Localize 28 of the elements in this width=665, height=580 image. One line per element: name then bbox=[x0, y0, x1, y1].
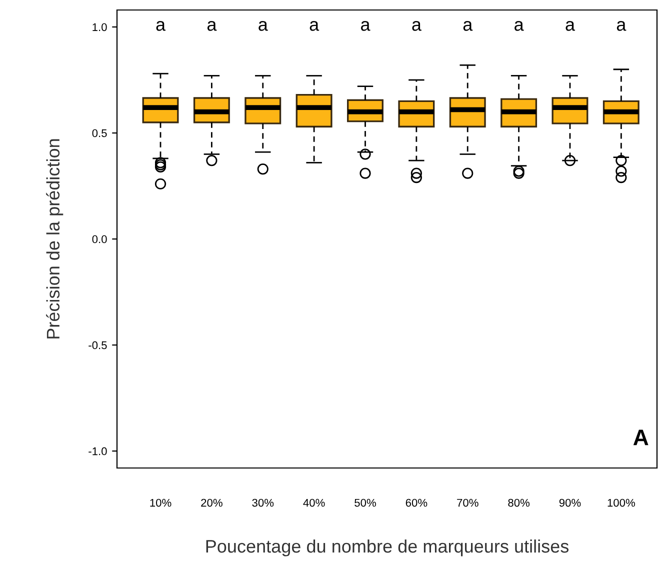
annotation: a bbox=[310, 20, 320, 31]
annotation: a bbox=[360, 20, 370, 31]
x-tick-label: 60% bbox=[406, 498, 428, 507]
y-tick-label: 1.0 bbox=[92, 23, 107, 32]
x-tick-label: 90% bbox=[559, 498, 581, 507]
annotation: a bbox=[156, 20, 166, 31]
x-tick-label: 20% bbox=[201, 498, 222, 507]
annotation: a bbox=[258, 20, 268, 31]
x-tick-label: 80% bbox=[508, 498, 530, 507]
x-tick-label: 70% bbox=[457, 498, 478, 507]
annotation: a bbox=[616, 20, 626, 31]
y-axis-title: Précision de la prédiction bbox=[46, 139, 64, 338]
annotation: a bbox=[514, 20, 524, 31]
y-tick-label: 0.0 bbox=[92, 235, 107, 244]
annotation: a bbox=[566, 20, 576, 31]
y-tick-label: -0.5 bbox=[88, 341, 107, 350]
y-tick-label: -1.0 bbox=[88, 447, 107, 456]
annotation: a bbox=[463, 20, 473, 31]
x-axis-title: Poucentage du nombre de marqueurs utilises bbox=[206, 539, 569, 556]
x-tick-label: 100% bbox=[608, 498, 635, 507]
y-tick-label: 0.5 bbox=[92, 129, 107, 138]
x-tick-label: 50% bbox=[354, 498, 376, 507]
x-tick-label: 10% bbox=[150, 498, 172, 507]
annotation: a bbox=[207, 20, 217, 31]
annotation: a bbox=[412, 20, 422, 31]
annotation: A bbox=[633, 430, 648, 446]
x-tick-label: 40% bbox=[303, 498, 325, 507]
x-tick-label: 30% bbox=[252, 498, 274, 507]
